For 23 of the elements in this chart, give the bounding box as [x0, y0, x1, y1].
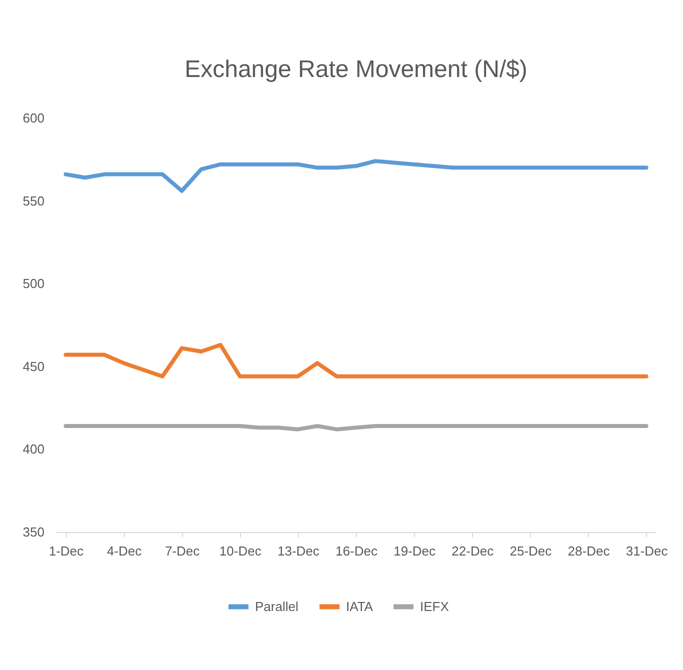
- x-tick-label: 19-Dec: [394, 544, 436, 558]
- y-tick-label: 400: [22, 442, 44, 457]
- legend-label: IEFX: [420, 598, 450, 614]
- x-tick-label: 4-Dec: [106, 544, 142, 558]
- x-tick-label: 1-Dec: [48, 544, 84, 558]
- line-series: [64, 159, 648, 193]
- x-tick-label: 28-Dec: [568, 544, 610, 558]
- x-tick-label: 31-Dec: [626, 544, 668, 558]
- y-tick-label: 500: [22, 276, 44, 292]
- chart-title: Exchange Rate Movement (N/$): [184, 56, 528, 83]
- x-tick-label: 10-Dec: [219, 544, 262, 558]
- legend-label: Parallel: [255, 598, 298, 614]
- x-tick-label: 16-Dec: [336, 544, 378, 558]
- legend-label: IATA: [346, 598, 374, 614]
- y-tick-label: 450: [22, 358, 44, 374]
- x-tick-label: 13-Dec: [277, 544, 320, 558]
- y-tick-label: 550: [22, 193, 44, 208]
- y-tick-label: 350: [22, 524, 44, 540]
- y-tick-label: 600: [22, 110, 44, 126]
- x-tick-label: 25-Dec: [510, 544, 552, 558]
- line-series: [64, 342, 648, 378]
- x-tick-label: 7-Dec: [164, 544, 200, 558]
- x-tick-label: 22-Dec: [452, 544, 494, 558]
